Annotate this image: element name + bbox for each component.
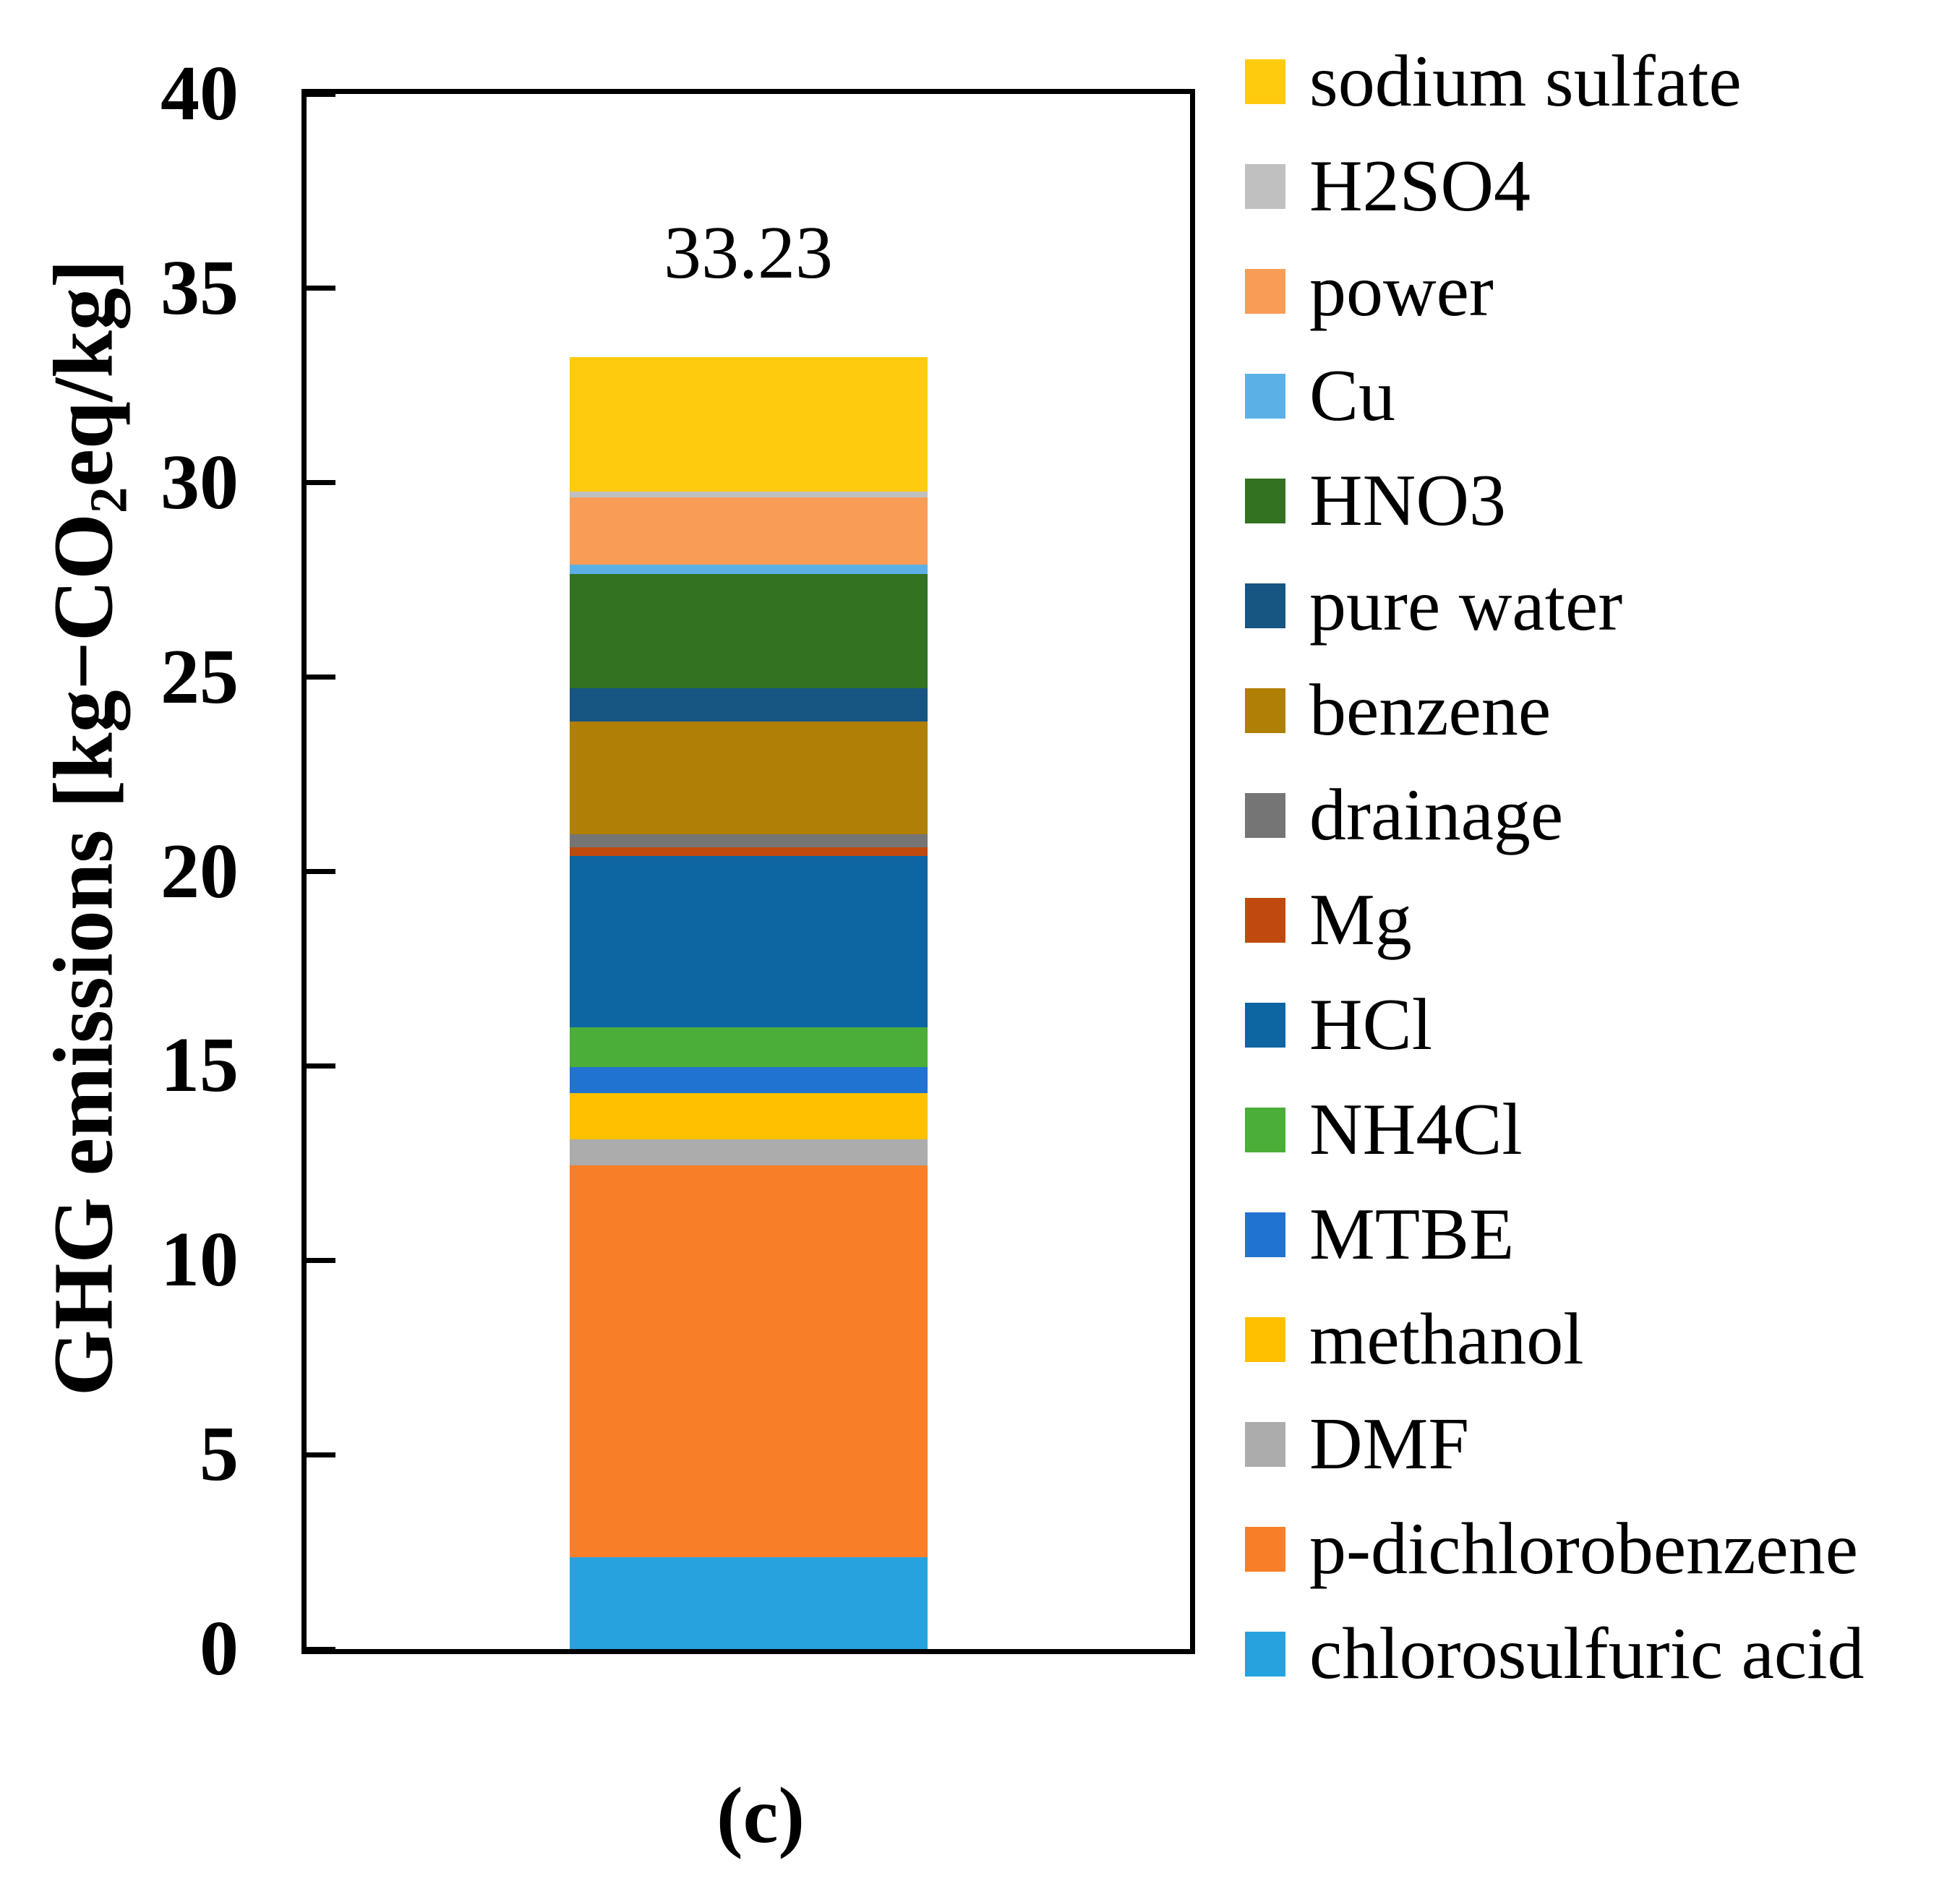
y-tick-mark-20 [307, 869, 335, 874]
bar-segment-sodium-sulfate [570, 357, 928, 492]
y-tick-mark-5 [307, 1452, 335, 1457]
y-tick-mark-10 [307, 1257, 335, 1263]
legend-item-methanol: methanol [1245, 1287, 1865, 1392]
legend-label-chlorosulfuric-acid: chlorosulfuric acid [1309, 1612, 1865, 1695]
bar-segment-Cu [570, 564, 928, 574]
legend-label-HCl: HCl [1309, 983, 1433, 1066]
bar-segment-benzene [570, 722, 928, 835]
y-tick-mark-25 [307, 675, 335, 680]
y-tick-mark-0 [307, 1646, 335, 1652]
y-tick-label-40: 40 [161, 51, 239, 137]
legend-item-benzene: benzene [1245, 658, 1865, 763]
y-tick-label-10: 10 [161, 1217, 239, 1303]
legend-label-power: power [1309, 249, 1494, 332]
legend-label-DMF: DMF [1309, 1403, 1470, 1485]
legend-swatch-Cu [1245, 373, 1285, 419]
legend: sodium sulfate H2SO4 power Cu HNO3 pure water… [1245, 29, 1865, 1706]
legend-item-Mg: Mg [1245, 868, 1865, 972]
legend-item-power: power [1245, 239, 1865, 343]
legend-item-pure-water: pure water [1245, 553, 1865, 658]
bar-segment-power [570, 497, 928, 565]
bar-segment-Mg [570, 847, 928, 856]
y-tick-label-15: 15 [161, 1022, 239, 1109]
legend-item-HNO3: HNO3 [1245, 448, 1865, 553]
y-tick-label-25: 25 [161, 633, 239, 720]
legend-item-Cu: Cu [1245, 343, 1865, 448]
legend-item-p-dichlorobenzene: p-dichlorobenzene [1245, 1497, 1865, 1601]
legend-label-benzene: benzene [1309, 669, 1552, 751]
legend-swatch-drainage [1245, 792, 1285, 838]
legend-label-HNO3: HNO3 [1309, 459, 1506, 541]
legend-swatch-power [1245, 268, 1285, 314]
legend-swatch-benzene [1245, 688, 1285, 733]
bar-segment-DMF [570, 1139, 928, 1166]
legend-swatch-Mg [1245, 897, 1285, 943]
bar-value-label: 33.23 [664, 211, 833, 294]
legend-item-NH4Cl: NH4Cl [1245, 1077, 1865, 1182]
y-tick-label-35: 35 [161, 244, 239, 331]
legend-label-Cu: Cu [1309, 354, 1396, 437]
legend-label-Mg: Mg [1309, 878, 1412, 961]
stacked-bar [570, 357, 928, 1649]
y-tick-label-30: 30 [161, 439, 239, 526]
legend-label-NH4Cl: NH4Cl [1309, 1088, 1523, 1170]
y-tick-label-20: 20 [161, 828, 239, 915]
legend-label-drainage: drainage [1309, 774, 1564, 856]
legend-label-pure-water: pure water [1309, 564, 1623, 646]
bar-segment-NH4Cl [570, 1027, 928, 1067]
plot-area [301, 89, 1195, 1654]
legend-label-MTBE: MTBE [1309, 1193, 1515, 1275]
bar-segment-p-dichlorobenzene [570, 1165, 928, 1557]
legend-swatch-sodium-sulfate [1245, 59, 1285, 104]
bar-segment-drainage [570, 834, 928, 848]
legend-swatch-chlorosulfuric-acid [1245, 1631, 1285, 1677]
y-tick-mark-30 [307, 480, 335, 486]
legend-label-p-dichlorobenzene: p-dichlorobenzene [1309, 1507, 1858, 1590]
y-tick-mark-15 [307, 1063, 335, 1069]
legend-item-drainage: drainage [1245, 763, 1865, 868]
legend-swatch-pure-water [1245, 583, 1285, 628]
bar-segment-H2SO4 [570, 492, 928, 498]
legend-label-H2SO4: H2SO4 [1309, 145, 1531, 227]
y-tick-label-5: 5 [200, 1411, 239, 1498]
legend-swatch-MTBE [1245, 1212, 1285, 1257]
y-tick-mark-40 [307, 91, 335, 97]
legend-label-sodium-sulfate: sodium sulfate [1309, 40, 1742, 122]
subfigure-caption: (c) [716, 1771, 805, 1859]
legend-swatch-HNO3 [1245, 478, 1285, 523]
legend-item-sodium-sulfate: sodium sulfate [1245, 29, 1865, 134]
legend-item-H2SO4: H2SO4 [1245, 134, 1865, 239]
legend-item-HCl: HCl [1245, 972, 1865, 1077]
legend-swatch-DMF [1245, 1421, 1285, 1467]
bar-segment-MTBE [570, 1066, 928, 1093]
legend-swatch-HCl [1245, 1002, 1285, 1048]
legend-item-DMF: DMF [1245, 1392, 1865, 1497]
bar-segment-chlorosulfuric-acid [570, 1557, 928, 1649]
bar-segment-HNO3 [570, 573, 928, 688]
legend-swatch-NH4Cl [1245, 1107, 1285, 1152]
y-tick-label-0: 0 [200, 1606, 239, 1692]
legend-item-chlorosulfuric-acid: chlorosulfuric acid [1245, 1601, 1865, 1706]
legend-swatch-H2SO4 [1245, 163, 1285, 209]
legend-swatch-methanol [1245, 1316, 1285, 1362]
legend-label-methanol: methanol [1309, 1298, 1584, 1380]
legend-swatch-p-dichlorobenzene [1245, 1526, 1285, 1572]
bar-segment-methanol [570, 1092, 928, 1140]
legend-item-MTBE: MTBE [1245, 1182, 1865, 1287]
bar-segment-HCl [570, 855, 928, 1027]
bar-segment-pure-water [570, 688, 928, 722]
y-tick-mark-35 [307, 286, 335, 291]
